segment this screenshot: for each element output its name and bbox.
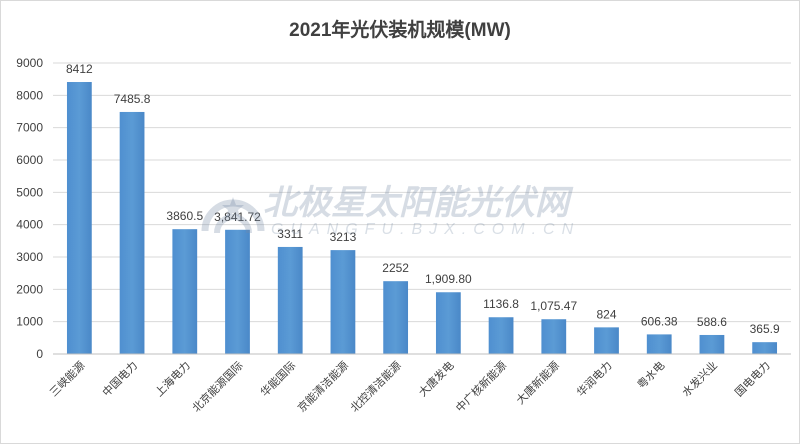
data-label: 1,909.80 <box>425 272 472 286</box>
x-tick-label: 大唐发电 <box>415 358 456 399</box>
data-label: 1136.8 <box>483 297 519 311</box>
bar <box>172 229 198 354</box>
bar <box>752 342 778 354</box>
x-tick-label: 三峡能源 <box>46 358 87 399</box>
bar <box>330 250 356 354</box>
x-tick-label: 水发兴业 <box>679 358 720 399</box>
data-label: 606.38 <box>641 314 678 328</box>
data-label: 3860.5 <box>166 209 203 223</box>
x-tick-label: 北京能源国际 <box>189 358 246 415</box>
y-tick-label: 8000 <box>16 88 43 102</box>
y-tick-label: 0 <box>36 347 43 361</box>
bar <box>594 327 619 354</box>
bar <box>66 82 92 355</box>
data-label: 7485.8 <box>114 92 151 106</box>
y-tick-label: 2000 <box>16 282 43 296</box>
data-label: 365.9 <box>750 322 780 336</box>
x-tick-label: 华能国际 <box>257 358 298 399</box>
y-tick-label: 1000 <box>16 315 43 329</box>
bar <box>488 317 514 354</box>
x-tick-label: 上海电力 <box>152 358 193 399</box>
data-label: 1,075.47 <box>530 299 577 313</box>
y-tick-label: 9000 <box>16 56 43 70</box>
x-tick-label: 国电电力 <box>732 359 772 399</box>
y-tick-label: 7000 <box>16 121 43 135</box>
data-label: 2252 <box>382 261 409 275</box>
data-label: 824 <box>596 307 616 321</box>
chart-title: 2021年光伏装机规模(MW) <box>289 20 511 41</box>
x-tick-label: 北控清洁能源 <box>347 358 404 415</box>
bar <box>646 334 672 354</box>
y-tick-label: 4000 <box>16 218 43 232</box>
data-label: 588.6 <box>697 315 727 329</box>
bar <box>699 334 725 354</box>
x-tick-label: 京能清洁能源 <box>294 358 351 415</box>
bar <box>435 292 461 354</box>
y-tick-label: 3000 <box>16 250 43 264</box>
y-tick-label: 5000 <box>16 185 43 199</box>
bar <box>383 281 409 354</box>
bar <box>541 319 567 354</box>
data-label: 3,841.72 <box>214 210 261 224</box>
data-label: 8412 <box>66 62 93 76</box>
y-tick-label: 6000 <box>16 153 43 167</box>
data-label: 3311 <box>277 227 303 241</box>
bar <box>225 229 250 354</box>
x-tick-label: 大唐新能源 <box>513 358 562 407</box>
bar <box>119 111 145 354</box>
x-tick-label: 粤水电 <box>634 358 667 391</box>
bar <box>277 246 303 354</box>
data-label: 3213 <box>330 230 357 244</box>
x-tick-label: 中国电力 <box>100 359 140 399</box>
x-tick-label: 华润电力 <box>574 358 615 399</box>
x-tick-label: 中广核新能源 <box>453 358 510 415</box>
